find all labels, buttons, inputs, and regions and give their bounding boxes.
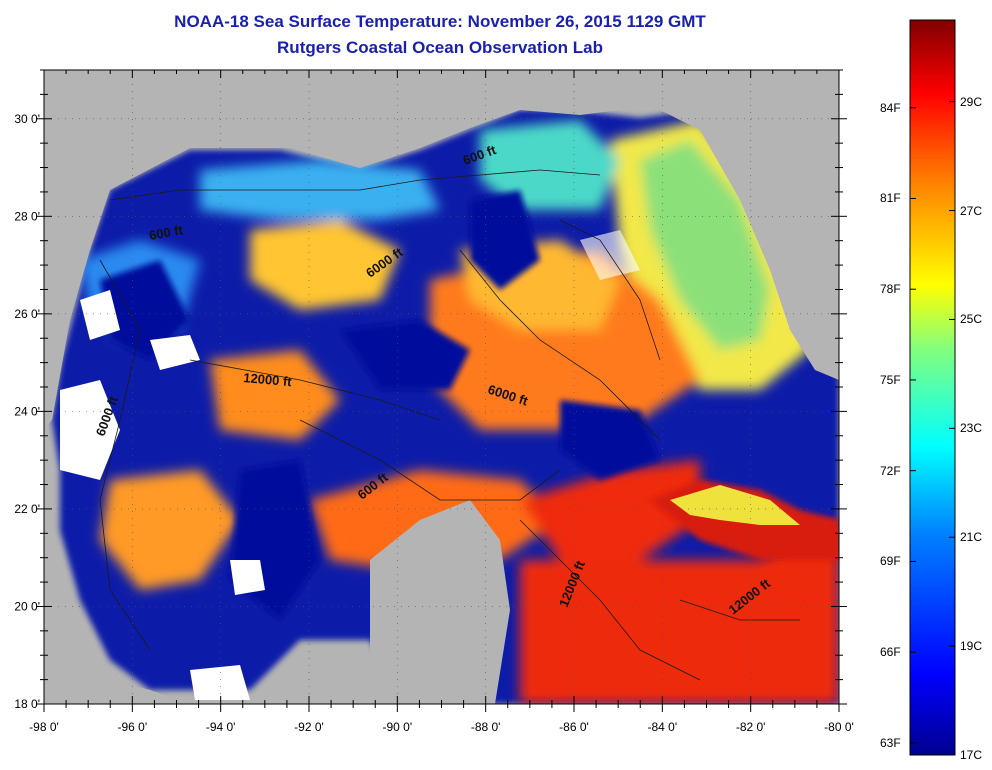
cold-patch <box>100 260 190 360</box>
bathymetry-contours <box>99 169 800 681</box>
warm-area-northwest <box>250 220 400 310</box>
contour-depth-label: 12000 ft <box>243 370 293 389</box>
lon-tick-label: -82 0' <box>736 720 766 734</box>
lat-tick-label: 22 0' <box>14 502 40 516</box>
colorbar <box>909 19 956 756</box>
lat-tick-label: 18 0' <box>14 697 40 711</box>
lat-tick-label: 24 0' <box>14 404 40 418</box>
mississippi-shelf-area <box>480 120 620 210</box>
lat-lon-grid <box>44 70 839 704</box>
mexico-coast-warm <box>100 470 240 590</box>
lat-tick-label: 20 0' <box>14 599 40 613</box>
colorbar-fahrenheit-label: 78F <box>880 282 901 297</box>
lon-tick-label: -96 0' <box>118 720 148 734</box>
contour-depth-label: 600 ft <box>148 222 185 243</box>
cloud-patch <box>80 290 120 340</box>
colorbar-fahrenheit-label: 63F <box>880 735 901 750</box>
yucatan-warm-area <box>520 460 700 560</box>
caribbean-warm-area <box>520 520 839 704</box>
map-subtitle: Rutgers Coastal Ocean Observation Lab <box>277 38 603 57</box>
lon-tick-label: -98 0' <box>29 720 59 734</box>
cloud-patch <box>150 335 200 370</box>
mexico-land <box>44 600 190 704</box>
lon-tick-label: -80 0' <box>824 720 854 734</box>
colorbar-celsius-label: 19C <box>960 639 983 654</box>
florida-land <box>640 70 839 380</box>
lon-tick-label: -84 0' <box>648 720 678 734</box>
lat-tick-label: 26 0' <box>14 307 40 321</box>
shelf-cool-band <box>640 140 770 350</box>
lon-tick-label: -94 0' <box>206 720 236 734</box>
cold-patch <box>470 190 540 290</box>
colorbar-celsius-label: 17C <box>960 748 983 762</box>
colorbar-fahrenheit-label: 72F <box>880 463 901 478</box>
cuba-island <box>670 485 800 525</box>
cold-patch <box>340 320 470 390</box>
colorbar-fahrenheit-label: 81F <box>880 191 901 206</box>
cloud-patch <box>60 380 120 480</box>
cloud-patch <box>190 665 250 700</box>
colorbar-celsius-label: 29C <box>960 94 983 109</box>
colorbar-fahrenheit-label: 75F <box>880 372 901 387</box>
yucatan-land <box>370 500 510 704</box>
lon-tick-label: -92 0' <box>294 720 324 734</box>
colorbar-celsius-label: 23C <box>960 421 983 436</box>
colorbar-fahrenheit-label: 66F <box>880 645 901 660</box>
colorbar-fahrenheit-label: 69F <box>880 554 901 569</box>
cold-patch <box>560 400 660 480</box>
lat-tick-label: 28 0' <box>14 209 40 223</box>
lon-tick-label: -88 0' <box>471 720 501 734</box>
us-gulf-coast-land <box>44 70 640 430</box>
colorbar-celsius-label: 21C <box>960 530 983 545</box>
lat-tick-label: 30 0' <box>14 112 40 126</box>
colorbar-fahrenheit-label: 84F <box>880 100 901 115</box>
colorbar-celsius-label: 27C <box>960 203 983 218</box>
map-title: NOAA-18 Sea Surface Temperature: Novembe… <box>174 12 706 31</box>
warm-area-west <box>210 350 340 440</box>
colorbar-celsius-label: 25C <box>960 312 983 327</box>
lon-tick-label: -90 0' <box>383 720 413 734</box>
lon-tick-label: -86 0' <box>559 720 589 734</box>
cloud-patch <box>230 560 265 595</box>
